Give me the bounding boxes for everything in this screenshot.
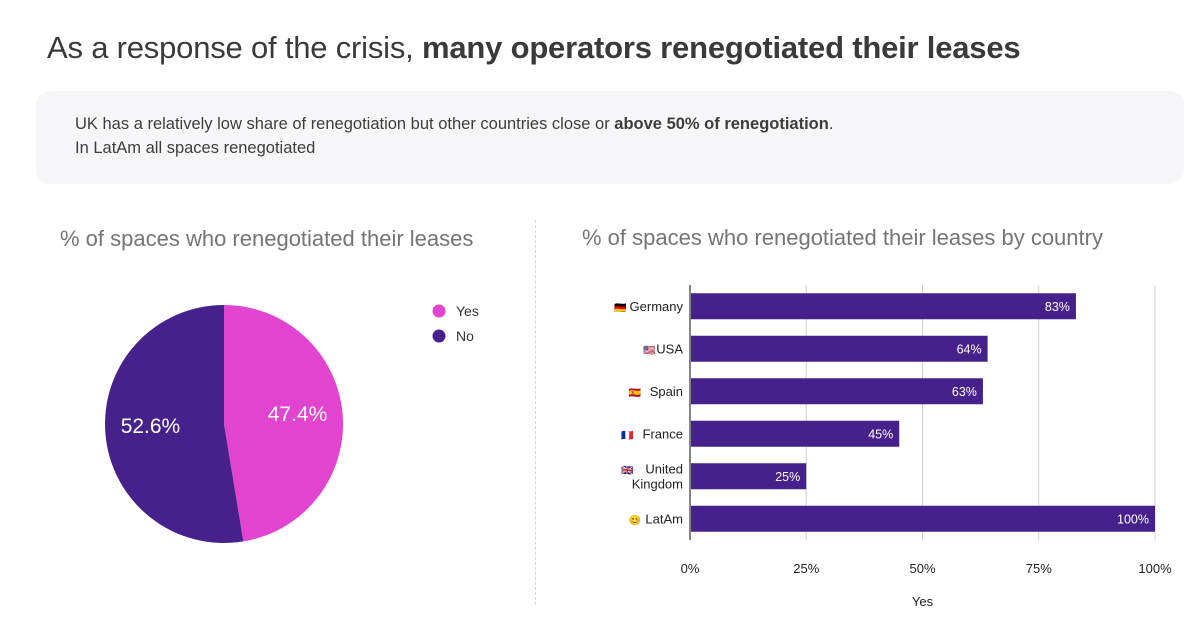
category-flag-icon: 🇪🇸	[629, 387, 642, 399]
section-divider	[535, 220, 536, 605]
page-title: As a response of the crisis, many operat…	[47, 30, 1021, 66]
category-label: Kingdom	[632, 476, 683, 491]
category-flag-icon: 😊	[629, 514, 641, 526]
callout-line-1-end: .	[828, 115, 834, 133]
callout-line-1-text: UK has a relatively low share of renegot…	[75, 115, 615, 133]
category-label: USA	[656, 341, 683, 356]
bar-chart-title: % of spaces who renegotiated their lease…	[582, 225, 1103, 250]
bar-value-label: 45%	[868, 427, 893, 441]
pie-chart-title: % of spaces who renegotiated their lease…	[60, 226, 474, 251]
bar	[691, 335, 988, 362]
bar-value-label: 63%	[952, 385, 977, 399]
summary-callout: UK has a relatively low share of renegot…	[36, 91, 1184, 184]
legend-label-yes: Yes	[456, 303, 479, 319]
callout-line-2: In LatAm all spaces renegotiated	[75, 139, 316, 157]
bar	[691, 420, 900, 447]
x-tick-label: 0%	[681, 561, 700, 576]
x-tick-label: 50%	[909, 561, 935, 576]
pie-slice-no	[105, 305, 244, 543]
bar	[691, 378, 983, 405]
category-flag-icon: 🇬🇧	[621, 464, 634, 476]
bar	[691, 293, 1076, 320]
category-label: Spain	[650, 384, 683, 399]
category-label: Germany	[630, 299, 684, 314]
bar-value-label: 100%	[1117, 512, 1149, 526]
pie-label-no: 52.6%	[121, 415, 181, 438]
bar	[691, 505, 1155, 532]
legend-marker-yes	[432, 304, 446, 318]
callout-line-1-bold: above 50% of renegotiation	[614, 115, 829, 133]
bar	[691, 463, 807, 490]
x-tick-label: 25%	[793, 561, 819, 576]
bar-value-label: 64%	[957, 342, 982, 356]
pie-slice-yes	[224, 305, 344, 542]
category-label: LatAm	[645, 511, 683, 526]
x-tick-label: 100%	[1138, 561, 1172, 576]
category-flag-icon: 🇫🇷	[621, 429, 634, 441]
category-label: France	[643, 426, 683, 441]
title-regular: As a response of the crisis,	[47, 30, 422, 65]
x-tick-label: 75%	[1026, 561, 1052, 576]
legend-label-no: No	[456, 328, 474, 344]
legend-marker-no	[432, 329, 446, 343]
pie-label-yes: 47.4%	[268, 403, 328, 426]
title-bold: many operators renegotiated their leases	[421, 30, 1021, 65]
category-flag-icon: 🇩🇪	[614, 302, 627, 314]
bar-value-label: 25%	[775, 470, 800, 484]
bar-value-label: 83%	[1045, 300, 1070, 314]
category-flag-icon: 🇺🇸	[643, 344, 656, 356]
category-label: United	[645, 461, 683, 476]
x-axis-title: Yes	[912, 594, 934, 609]
callout-line-1: UK has a relatively low share of renegot…	[75, 115, 833, 134]
